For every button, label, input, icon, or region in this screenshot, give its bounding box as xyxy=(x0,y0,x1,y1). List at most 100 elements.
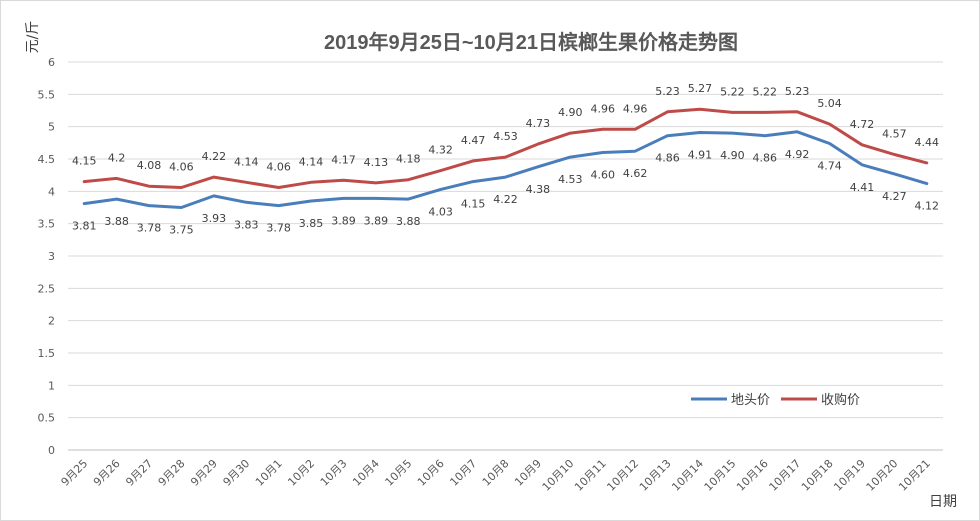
x-tick-label: 10月4 xyxy=(350,457,382,489)
series-lines xyxy=(82,107,929,209)
gridlines xyxy=(68,61,943,451)
legend-label: 地头价 xyxy=(731,393,770,408)
data-label: 4.18 xyxy=(396,153,421,166)
data-label: 4.73 xyxy=(526,117,551,130)
data-label: 3.78 xyxy=(266,222,291,235)
data-label: 4.96 xyxy=(590,102,615,115)
x-tick-label: 10月5 xyxy=(383,457,415,489)
data-label: 4.32 xyxy=(428,144,453,157)
data-label: 5.23 xyxy=(655,85,680,98)
data-label: 4.74 xyxy=(817,159,842,172)
x-tick-label: 10月13 xyxy=(637,457,674,494)
y-tick-label: 4.5 xyxy=(38,153,56,166)
x-tick-label: 10月21 xyxy=(896,457,933,494)
y-tick-label: 6 xyxy=(48,56,55,69)
data-label: 4.22 xyxy=(493,193,518,206)
data-label: 3.75 xyxy=(169,224,194,237)
data-label: 4.57 xyxy=(882,127,907,140)
data-label: 5.04 xyxy=(817,97,842,110)
data-label: 4.38 xyxy=(526,183,551,196)
x-tick-label: 10月19 xyxy=(831,457,868,494)
y-tick-label: 5 xyxy=(48,121,55,134)
data-label: 4.90 xyxy=(720,149,745,162)
data-label: 4.53 xyxy=(493,130,518,143)
y-tick-label: 4 xyxy=(48,185,55,198)
y-tick-label: 1 xyxy=(48,379,55,392)
x-tick-label: 9月25 xyxy=(59,457,91,489)
y-tick-label: 1.5 xyxy=(38,347,56,360)
x-tick-label: 9月26 xyxy=(91,457,123,489)
data-label: 4.2 xyxy=(108,151,126,164)
data-label: 4.91 xyxy=(688,148,713,161)
data-label: 3.85 xyxy=(299,217,324,230)
y-tick-label: 5.5 xyxy=(38,88,56,101)
x-tick-label: 9月30 xyxy=(221,457,253,489)
x-tick-label: 10月15 xyxy=(702,457,739,494)
x-tick-label: 10月20 xyxy=(864,457,901,494)
data-label: 3.81 xyxy=(72,220,97,233)
x-tick-label: 9月28 xyxy=(156,457,188,489)
data-label: 4.86 xyxy=(655,152,680,165)
data-label: 4.44 xyxy=(915,136,940,149)
data-label: 4.06 xyxy=(266,160,291,173)
data-label: 3.89 xyxy=(331,214,356,227)
x-tick-label: 10月14 xyxy=(669,457,706,494)
data-label: 3.88 xyxy=(396,215,421,228)
x-tick-label: 10月17 xyxy=(767,457,804,494)
data-label: 4.96 xyxy=(623,102,648,115)
x-tick-label: 10月6 xyxy=(415,457,447,489)
data-label: 5.22 xyxy=(720,85,745,98)
chart-title: 2019年9月25日~10月21日槟榔生果价格走势图 xyxy=(324,30,738,54)
data-label: 4.92 xyxy=(785,148,810,161)
data-label: 4.41 xyxy=(850,181,875,194)
data-label: 4.08 xyxy=(137,159,162,172)
legend: 地头价 收购价 xyxy=(691,392,860,408)
y-tick-label: 2 xyxy=(48,315,55,328)
data-label: 4.15 xyxy=(461,198,486,211)
data-label: 4.72 xyxy=(850,118,875,131)
x-tick-label: 10月7 xyxy=(447,457,479,489)
x-tick-label: 9月29 xyxy=(188,457,220,489)
y-axis-ticks: 0 0.5 1 1.5 2 2.5 3 3.5 4 4.5 5 5.5 6 xyxy=(38,56,56,457)
x-tick-label: 10月3 xyxy=(318,457,350,489)
x-tick-label: 10月12 xyxy=(604,457,641,494)
series-line-shougoujia xyxy=(82,107,929,189)
data-label: 5.23 xyxy=(785,85,810,98)
x-tick-label: 10月18 xyxy=(799,457,836,494)
data-label: 4.47 xyxy=(461,134,486,147)
data-label: 4.14 xyxy=(299,155,324,168)
data-label: 3.78 xyxy=(137,222,162,235)
y-axis-title: 元/斤 xyxy=(25,21,41,54)
data-label: 4.90 xyxy=(558,106,583,119)
x-tick-label: 10月2 xyxy=(285,457,317,489)
data-label: 4.13 xyxy=(364,156,389,169)
data-label: 3.83 xyxy=(234,218,259,231)
data-labels: 3.81 3.88 3.78 3.75 3.93 3.83 3.78 3.85 3.89 3.89… xyxy=(72,82,939,236)
x-tick-label: 10月11 xyxy=(572,457,609,494)
data-label: 4.62 xyxy=(623,167,648,180)
data-label: 5.22 xyxy=(753,85,778,98)
data-label: 4.86 xyxy=(753,152,778,165)
y-tick-label: 0.5 xyxy=(38,412,56,425)
data-label: 4.17 xyxy=(331,153,356,166)
x-axis-title: 日期 xyxy=(929,494,957,510)
y-tick-label: 3 xyxy=(48,250,55,263)
data-label: 3.89 xyxy=(364,214,389,227)
x-tick-label: 10月10 xyxy=(540,457,577,494)
x-tick-label: 10月1 xyxy=(253,457,285,489)
data-label: 3.88 xyxy=(104,215,129,228)
data-label: 4.27 xyxy=(882,190,907,203)
legend-label: 收购价 xyxy=(821,392,860,408)
data-label: 3.93 xyxy=(202,212,227,225)
data-label: 4.22 xyxy=(202,150,227,163)
data-label: 4.03 xyxy=(428,205,453,218)
data-label: 4.14 xyxy=(234,155,259,168)
x-tick-label: 9月27 xyxy=(123,457,155,489)
x-tick-label: 10月16 xyxy=(734,457,771,494)
data-label: 4.12 xyxy=(915,200,940,213)
series-line-ditoujia xyxy=(82,130,929,209)
data-label: 4.06 xyxy=(169,160,194,173)
y-tick-label: 3.5 xyxy=(38,218,56,231)
